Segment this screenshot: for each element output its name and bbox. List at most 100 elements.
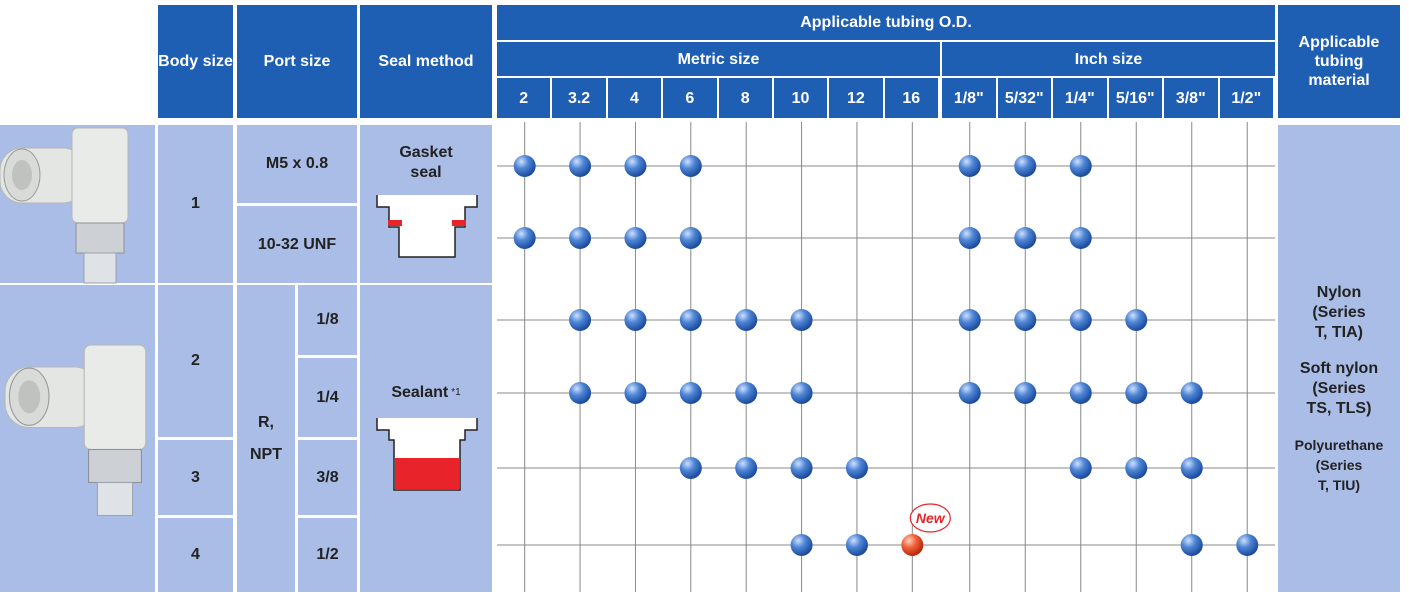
availability-dot [1125,309,1148,331]
availability-dot [735,309,758,331]
size-metric-text: 2 [519,89,529,107]
fitting-photo [0,127,129,284]
availability-dot [624,227,647,249]
port-size: 3/8 [298,440,357,515]
availability-dot [1236,534,1259,556]
body-size-text: 1 [191,195,200,212]
body-size: 1 [158,125,233,283]
size-metric: 8 [718,78,772,118]
availability-dot [845,457,868,479]
size-metric-text: 6 [685,89,695,107]
availability-dot [958,155,981,177]
availability-dot [790,309,813,331]
size-inch-text: 3/8" [1175,89,1206,107]
size-inch: 5/16" [1108,78,1162,118]
size-inch-text: 5/16" [1115,89,1155,107]
header-seal-method: Seal method [360,5,492,118]
port-size: 1/8 [298,285,357,355]
header-metric-text: Metric size [677,50,760,68]
size-metric-text: 12 [847,89,865,107]
size-inch-text: 1/4" [1064,89,1095,107]
availability-dot [1069,309,1092,331]
header-tubing-od: Applicable tubing O.D. [497,5,1275,40]
availability-dot [845,534,868,556]
size-metric-text: 16 [902,89,921,107]
gasket-seal [452,220,466,226]
availability-dot [1014,227,1037,249]
body-size-text: 4 [191,546,200,563]
port-size: 10-32 UNF [237,206,357,283]
sealant-fill [395,458,459,489]
availability-dot [1069,227,1092,249]
photo-part [88,448,142,484]
size-inch: 1/8" [942,78,996,118]
header-body-size-text: Body size [158,53,233,70]
header-port-size-text: Port size [263,53,331,70]
size-inch: 1/2" [1219,78,1273,118]
availability-dot [569,155,592,177]
availability-dot [1180,534,1203,556]
size-metric: 2 [497,78,551,118]
port-size: M5 x 0.8 [237,125,357,203]
availability-dot [735,457,758,479]
availability-dot [569,309,592,331]
header-metric: Metric size [497,42,940,76]
header-port-size: Port size [237,5,357,118]
material-text: Nylon (Series T, TIA) [1312,283,1366,341]
new-badge [909,503,951,533]
availability-dot [1069,382,1092,404]
photo-part [96,481,134,517]
photo-part [12,160,32,190]
body-size-text: 2 [191,352,200,369]
photo-part [18,380,41,414]
size-metric: 16 [884,78,938,118]
header-tubing-od-text: Applicable tubing O.D. [800,14,972,31]
size-metric: 12 [829,78,883,118]
availability-dot [513,155,536,177]
availability-dot [790,382,813,404]
size-metric: 4 [607,78,662,118]
header-inch-text: Inch size [1074,50,1143,68]
body-size: 2 [158,285,233,437]
size-inch: 5/32" [997,78,1051,118]
body-size-text: 3 [191,468,200,486]
size-inch-text: 5/32" [1004,89,1044,107]
port-thread-text: NPT [250,445,282,463]
body-size: 4 [158,518,233,592]
new-label: New [916,510,946,526]
availability-dot [1014,382,1037,404]
port-size-text: M5 x 0.8 [265,155,329,172]
header-seal-method-text: Seal method [378,53,474,70]
size-metric: 10 [773,78,828,118]
photo-part [83,252,117,284]
availability-dot [624,155,647,177]
availability-dot [790,534,813,556]
port-size: 1/4 [298,358,357,437]
availability-dot [569,227,592,249]
availability-dot [679,227,702,249]
header-body-size: Body size [158,5,233,118]
availability-dot [679,155,702,177]
size-metric-text: 4 [629,89,639,107]
availability-dot [569,382,592,404]
availability-dot [1014,309,1037,331]
availability-dot [624,309,647,331]
header-material-text: Applicable tubing material [1298,34,1380,89]
availability-dot [679,309,702,331]
port-size-text: 10-32 UNF [257,235,337,253]
availability-dot [1014,155,1037,177]
size-metric: 6 [663,78,717,118]
size-metric-text: 10 [791,89,810,107]
availability-dot [1180,382,1203,404]
availability-dot [958,382,981,404]
availability-dot [1125,457,1148,479]
availability-dot [624,382,647,404]
gasket-seal [388,220,402,226]
size-inch: 3/8" [1164,78,1218,118]
size-metric-text: 8 [740,89,750,107]
photo-part [75,222,125,254]
availability-dot [679,382,702,404]
gasket-diagram [376,195,478,258]
